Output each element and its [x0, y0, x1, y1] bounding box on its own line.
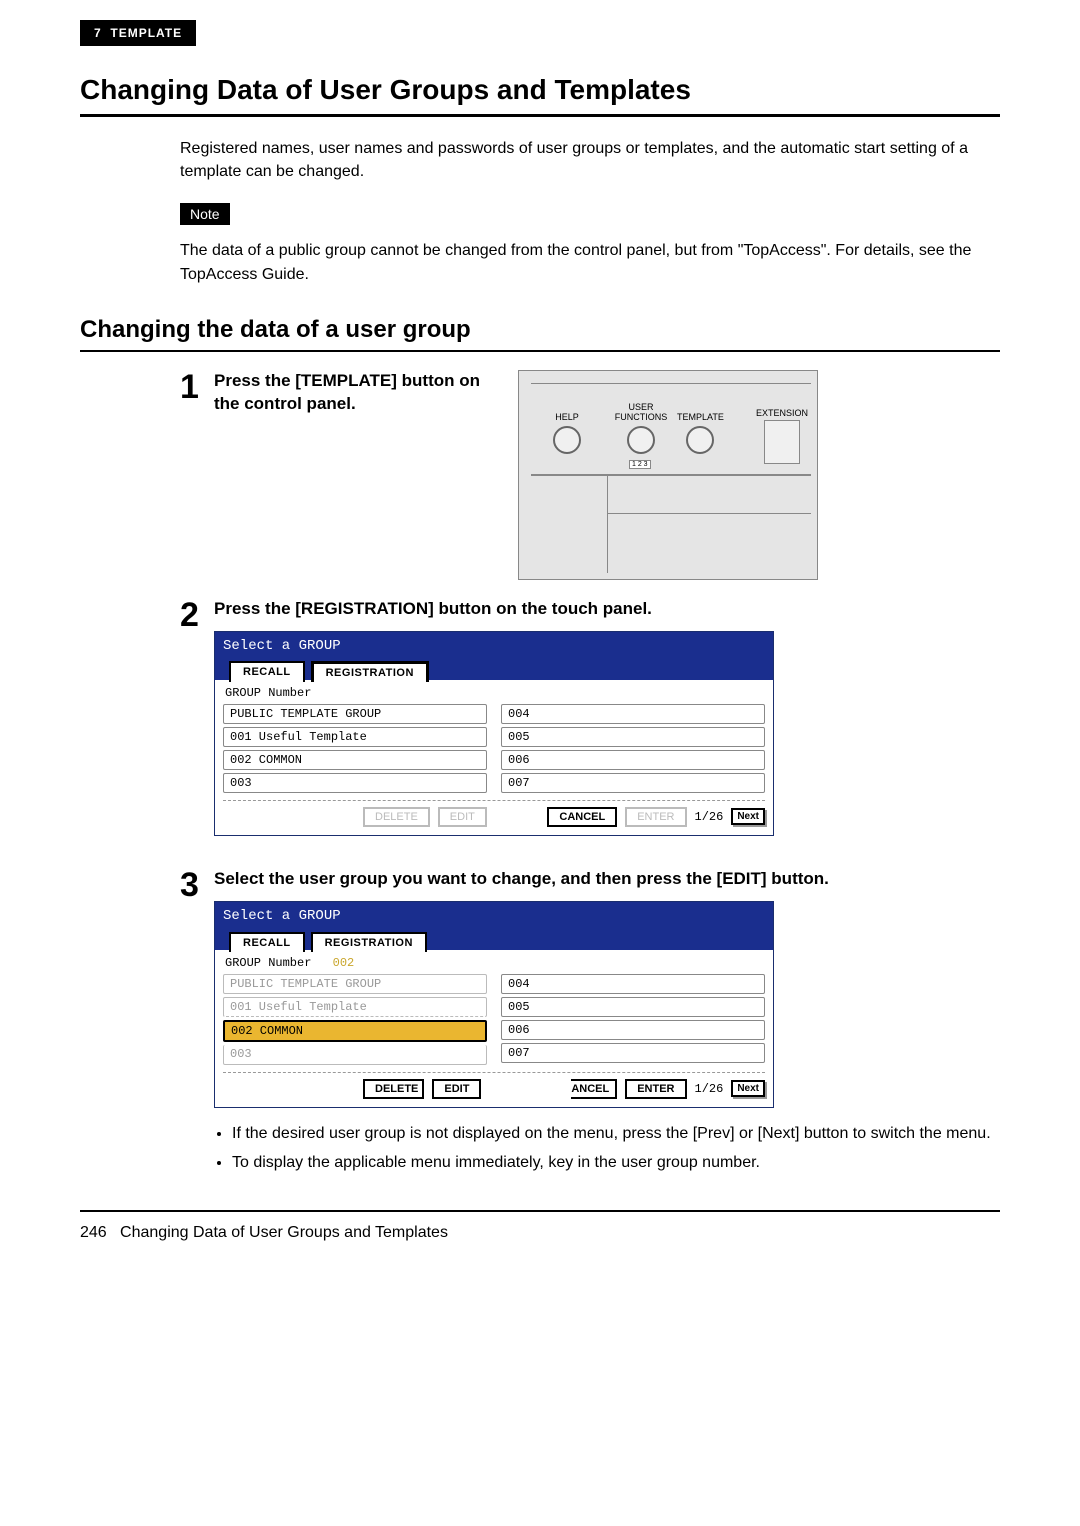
edit-button[interactable]: EDIT: [438, 807, 487, 827]
step-2-text: Press the [REGISTRATION] button on the t…: [214, 598, 1000, 621]
help-button: HELP: [553, 412, 581, 454]
cancel-button[interactable]: CANCEL: [547, 807, 617, 827]
next-button[interactable]: Next: [731, 808, 765, 825]
enter-button[interactable]: ENTER: [625, 807, 686, 827]
intro-paragraph: Registered names, user names and passwor…: [180, 137, 1000, 183]
step-1-text: Press the [TEMPLATE] button on the contr…: [214, 370, 494, 416]
registration-tab[interactable]: REGISTRATION: [311, 932, 427, 952]
panel-title: Select a GROUP: [223, 638, 765, 654]
step-3-notes: If the desired user group is not display…: [214, 1122, 1000, 1174]
digits-indicator: 1 2 3: [629, 460, 651, 469]
touch-panel-screenshot-3: Select a GROUP RECALL REGISTRATION GROUP…: [214, 901, 774, 1108]
step-number: 3: [180, 868, 214, 1180]
template-button: TEMPLATE: [677, 412, 724, 454]
recall-tab[interactable]: RECALL: [229, 932, 305, 952]
step-3-text: Select the user group you want to change…: [214, 868, 1000, 891]
touch-panel-screenshot-2: Select a GROUP RECALL REGISTRATION GROUP…: [214, 631, 774, 836]
bullet-item: If the desired user group is not display…: [232, 1122, 1000, 1145]
page-footer: 246 Changing Data of User Groups and Tem…: [80, 1210, 1000, 1242]
enter-button[interactable]: ENTER: [625, 1079, 686, 1099]
group-row[interactable]: 007: [501, 773, 765, 793]
group-row[interactable]: 004: [501, 704, 765, 724]
step-1: 1 Press the [TEMPLATE] button on the con…: [180, 370, 1000, 580]
control-panel-diagram: HELP USER FUNCTIONS TEMPLATE EXTENSION: [518, 370, 818, 580]
registration-tab[interactable]: REGISTRATION: [311, 661, 429, 682]
chapter-title: TEMPLATE: [110, 26, 182, 40]
group-row[interactable]: 007: [501, 1043, 765, 1063]
delete-button[interactable]: DELETE: [363, 1079, 424, 1099]
group-row[interactable]: 006: [501, 1020, 765, 1040]
page-number: 246: [80, 1224, 107, 1241]
group-row[interactable]: 003: [223, 773, 487, 793]
note-badge: Note: [180, 203, 230, 225]
bullet-item: To display the applicable menu immediate…: [232, 1151, 1000, 1174]
page-indicator: 1/26: [695, 1082, 724, 1096]
subheading: Changing the data of a user group: [80, 316, 1000, 352]
group-row[interactable]: 006: [501, 750, 765, 770]
footer-title: Changing Data of User Groups and Templat…: [120, 1224, 448, 1241]
group-row[interactable]: 002 COMMON: [223, 750, 487, 770]
group-row[interactable]: PUBLIC TEMPLATE GROUP: [223, 974, 487, 994]
group-number-label: GROUP Number: [223, 684, 765, 704]
group-number-label: GROUP Number 002: [223, 954, 765, 974]
cancel-button-clipped[interactable]: ANCEL: [571, 1079, 617, 1099]
panel-title: Select a GROUP: [223, 908, 765, 924]
page-indicator: 1/26: [695, 810, 724, 824]
user-functions-button: USER FUNCTIONS: [611, 402, 671, 454]
group-row-selected[interactable]: 002 COMMON: [223, 1020, 487, 1042]
recall-tab[interactable]: RECALL: [229, 661, 305, 682]
group-row[interactable]: 005: [501, 727, 765, 747]
group-number-value: 002: [333, 956, 355, 970]
group-row[interactable]: PUBLIC TEMPLATE GROUP: [223, 704, 487, 724]
note-text: The data of a public group cannot be cha…: [180, 239, 1000, 285]
chapter-tab: 7 TEMPLATE: [80, 20, 196, 46]
group-row[interactable]: 005: [501, 997, 765, 1017]
next-button[interactable]: Next: [731, 1080, 765, 1097]
group-row[interactable]: 001 Useful Template: [223, 727, 487, 747]
step-number: 1: [180, 370, 214, 580]
group-row[interactable]: 001 Useful Template: [223, 997, 487, 1017]
group-row[interactable]: 004: [501, 974, 765, 994]
extension-button: EXTENSION: [755, 408, 809, 464]
group-row[interactable]: 003: [223, 1045, 487, 1065]
edit-button[interactable]: EDIT: [432, 1079, 481, 1099]
step-3: 3 Select the user group you want to chan…: [180, 868, 1000, 1180]
chapter-num: 7: [94, 26, 102, 40]
step-2: 2 Press the [REGISTRATION] button on the…: [180, 598, 1000, 850]
delete-button[interactable]: DELETE: [363, 807, 430, 827]
step-number: 2: [180, 598, 214, 850]
page-title: Changing Data of User Groups and Templat…: [80, 74, 1000, 117]
